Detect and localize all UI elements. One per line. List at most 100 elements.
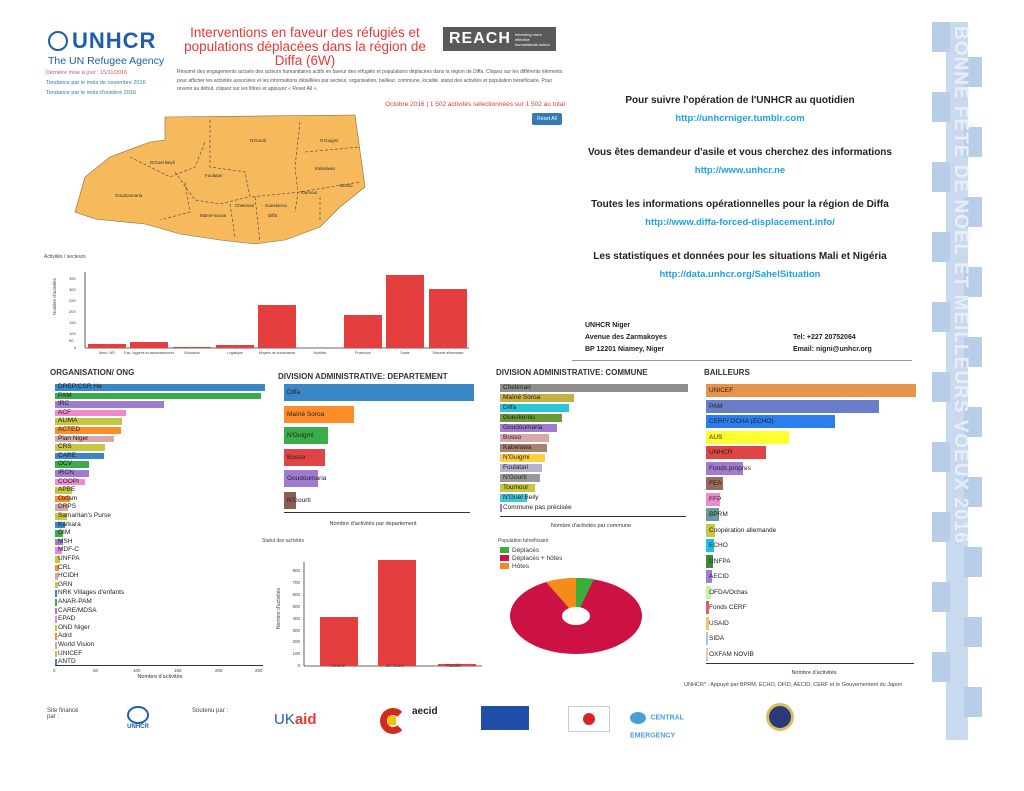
bar-row[interactable]: UNHCR [706, 446, 767, 459]
bar-sante[interactable] [386, 275, 424, 348]
bar-row[interactable]: Maïné Soroa [284, 405, 355, 423]
bar-row[interactable]: CERF/ OCHA (ECHO) [706, 415, 836, 428]
bar-row[interactable]: AECID [706, 570, 729, 583]
commune-bars[interactable]: Chetimari Maïné Soroa Diffa Gueskerou Goudou… [500, 384, 688, 514]
bar-row[interactable]: ALIMA [55, 418, 123, 425]
bar-row[interactable]: Goudoumaria [500, 424, 557, 432]
bar-row[interactable]: Karkara [55, 521, 81, 529]
contact-email[interactable]: Email: nigni@unhcr.org [793, 346, 872, 353]
map-label-chetimari[interactable]: Chetimari [235, 203, 254, 208]
bar-row[interactable]: IRC [55, 401, 165, 408]
bar-row[interactable]: OXFAM NOVIB [706, 647, 754, 661]
bar-row[interactable]: DREP/CSR Ha [55, 383, 265, 391]
bar-row[interactable]: UNICEF [55, 650, 82, 658]
reset-all-button[interactable]: Reset All [532, 113, 562, 125]
bar-row[interactable]: Fonds CERF [706, 601, 747, 614]
bar-row[interactable]: GRN [55, 581, 72, 589]
bar-row[interactable]: ANTD [55, 659, 76, 666]
bar-row[interactable]: Adrd [55, 633, 72, 640]
bar-row[interactable]: Kabelawa [500, 444, 547, 452]
bar-row[interactable]: OND Niger [55, 624, 90, 632]
bar-acheve[interactable] [320, 617, 358, 666]
bar-row[interactable]: AUS [706, 430, 790, 444]
legend-deplaces[interactable]: Déplacés [500, 547, 688, 555]
bar-row[interactable]: Diffa [500, 404, 570, 412]
bar-en-cours[interactable] [378, 560, 416, 666]
bar-eha[interactable] [130, 342, 168, 348]
map-label-gueskerou[interactable]: Gueskerou [265, 203, 288, 208]
bar-row[interactable]: Toumour [500, 484, 535, 492]
bar-row[interactable]: SIDA [706, 632, 724, 645]
bar-row[interactable]: IRCN [55, 469, 89, 477]
map-label-maine-soroa[interactable]: Maïné-Soroa [200, 213, 227, 218]
link-sahel[interactable]: http://data.unhcr.org/SahelSituation [659, 269, 821, 280]
slice-deplaces[interactable] [576, 577, 594, 616]
status-bar-svg[interactable]: Nombre d'activités 0 100 200 300 400 500 600 70… [262, 544, 487, 669]
bar-row[interactable]: FFP [706, 492, 721, 506]
bar-row[interactable]: ACF [55, 409, 127, 417]
bar-moyens-subsistance[interactable] [258, 305, 296, 348]
bar-row[interactable]: CARE/MDSA [55, 607, 97, 615]
slice-hotes[interactable] [546, 577, 576, 616]
bar-row[interactable]: Commune pas précisée [500, 504, 572, 512]
map-label-kabelawa[interactable]: Kabelawa [315, 166, 335, 171]
bar-row[interactable]: DRPS [55, 504, 76, 511]
map-label-toumour[interactable]: Toumour [300, 190, 318, 195]
bar-protection[interactable] [344, 315, 382, 348]
bar-row[interactable]: Samaritan's Purse [55, 512, 111, 520]
bar-row[interactable]: COOPI [55, 478, 86, 486]
bar-row[interactable]: APBE [55, 487, 75, 494]
bar-row[interactable]: ACTED [55, 426, 121, 434]
legend-hotes[interactable]: Hôtes [500, 563, 688, 571]
bar-row[interactable]: CRL [55, 564, 71, 572]
bar-row[interactable]: CARE [55, 452, 104, 460]
bar-row[interactable]: OCV [55, 461, 89, 468]
bar-row[interactable]: UNFPA [55, 555, 80, 563]
bar-row[interactable]: Bosso [500, 434, 550, 442]
bar-row[interactable]: Oxfam [55, 495, 77, 503]
bar-row[interactable]: Goudoumaria [284, 470, 326, 487]
bar-education[interactable] [173, 347, 211, 348]
bar-row[interactable]: UNICEF [706, 384, 916, 397]
bar-row[interactable]: BPRM [706, 508, 728, 521]
donut-svg[interactable] [506, 576, 646, 656]
bar-row[interactable]: USAID [706, 616, 729, 630]
bar-row[interactable]: FEA [706, 477, 724, 490]
bar-row[interactable]: CRS [55, 444, 106, 451]
bar-abris[interactable] [88, 344, 126, 348]
bar-row[interactable]: Diffa [284, 384, 474, 401]
departement-bars[interactable]: Diffa Maïné Soroa N'Guigmi Bosso Goudoumaria… [284, 384, 474, 512]
bar-row[interactable]: N'Gourti [284, 491, 311, 509]
bar-row[interactable]: ECHO [706, 539, 728, 552]
bar-row[interactable]: MDF-C [55, 547, 79, 554]
map-label-diffa[interactable]: Diffa [268, 213, 278, 218]
bar-row[interactable]: Gueskerou [500, 414, 562, 422]
bar-row[interactable]: UNFPA [706, 554, 731, 568]
bar-row[interactable]: PAM [55, 392, 261, 400]
bar-row[interactable]: N'Gourti [500, 474, 540, 482]
link-unhcr-ne[interactable]: http://www.unhcr.ne [694, 165, 786, 176]
map-label-nguelbeyli[interactable]: N'Guel Beyli [150, 160, 175, 165]
bar-row[interactable]: N'Guigmi [500, 454, 545, 462]
link-diffa[interactable]: http://www.diffa-forced-displacement.inf… [645, 217, 835, 228]
bar-row[interactable]: Bosso [284, 448, 325, 466]
link-tumblr[interactable]: http://unhcrniger.tumblr.com [675, 113, 805, 124]
bar-row[interactable]: NRK Villages d'enfants [55, 590, 124, 597]
trend-link-october[interactable]: Tendance par le mois d'octobre 2016 [46, 90, 137, 96]
bar-row[interactable]: Fonds propres [706, 461, 751, 475]
bar-logistique[interactable] [216, 345, 254, 348]
org-bars[interactable]: DREP/CSR Ha PAM IRC ACF ALIMA ACTED Plan Niger… [55, 383, 265, 669]
bar-row[interactable]: Plan Niger [55, 435, 114, 443]
map-label-nguigmi[interactable]: N'Guigmi [320, 138, 338, 143]
bar-row[interactable]: OIM [55, 530, 70, 537]
bar-row[interactable]: EPAD [55, 616, 75, 623]
bar-row[interactable]: Maïné Soroa [500, 394, 575, 402]
bar-row[interactable]: N'Guel Beily [500, 494, 539, 502]
bailleurs-bars[interactable]: UNICEF PAM CERF/ OCHA (ECHO) AUS UNHCR Fonds … [706, 384, 916, 664]
map-label-foulatari[interactable]: Foulatari [205, 173, 223, 178]
map-label-bosso[interactable]: Bosso [340, 183, 353, 188]
bar-row[interactable]: Foulatari [500, 464, 543, 472]
bar-securite-alimentaire[interactable] [429, 289, 467, 348]
bar-row[interactable]: HCIDH [55, 573, 79, 580]
diffa-map[interactable]: N'Gourti N'Guigmi N'Guel Beyli Foulatari… [70, 112, 370, 247]
